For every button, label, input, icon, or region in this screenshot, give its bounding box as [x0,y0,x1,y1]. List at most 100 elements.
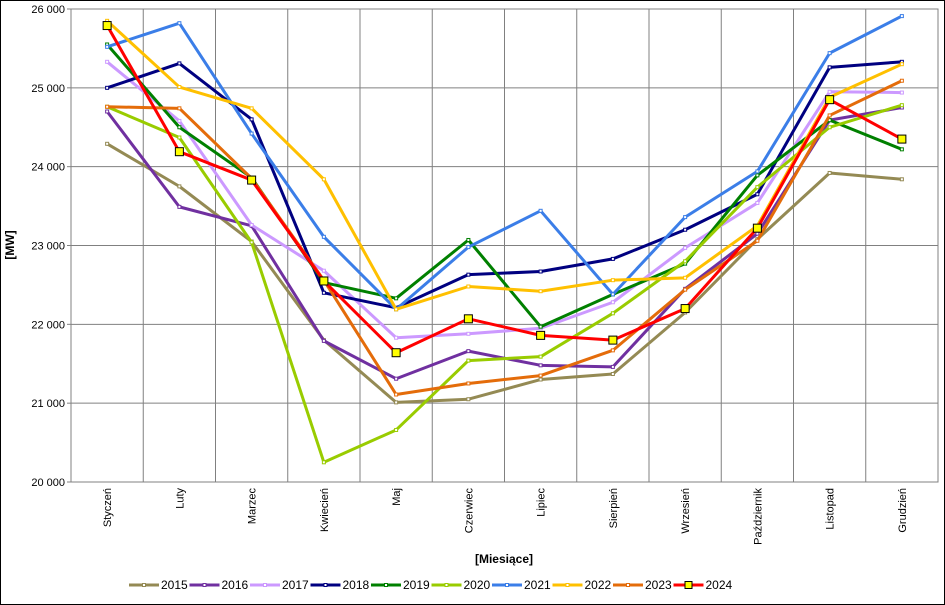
data-point [610,311,615,316]
data-point [394,376,399,381]
series-lines [102,14,907,465]
series-line [106,103,903,464]
data-point [249,131,254,136]
data-point [394,307,399,312]
legend-marker [444,583,449,587]
x-axis-ticks: Styczeń Luty Marzec Kwiecień Maj Czerwiec Lipi… [102,488,909,545]
data-point [177,118,182,123]
data-point [827,51,832,56]
data-point [466,358,471,363]
data-point [177,125,182,130]
series-2024 [102,21,907,358]
data-point [177,21,182,26]
y-tick-label: 21 000 [31,398,65,410]
data-point [177,106,182,111]
data-point [466,284,471,289]
data-point [683,245,688,250]
data-point [610,278,615,283]
data-point [827,89,832,94]
data-point [105,109,110,114]
data-point [610,300,615,305]
y-tick-label: 23 000 [31,241,65,253]
data-point [174,147,184,157]
x-axis-title: [Miesiące] [475,552,533,566]
legend-item-2016: 2016 [189,578,249,592]
data-point [394,427,399,432]
data-point [321,268,326,273]
data-point [249,117,254,122]
data-point [610,348,615,353]
data-point [319,276,329,286]
legend-label: 2017 [282,578,309,592]
legend-label: 2023 [645,578,672,592]
data-point [683,259,688,264]
series-line [106,60,902,340]
data-point [466,349,471,354]
legend-item-2018: 2018 [310,578,370,592]
data-point [899,14,904,19]
data-point [102,21,112,31]
data-point [680,304,690,314]
data-point [321,460,326,465]
data-point [610,371,615,376]
data-point [394,296,399,301]
data-point [538,354,543,359]
legend-marker [565,583,570,587]
data-point [610,256,615,261]
data-point [683,287,688,292]
data-point [538,269,543,274]
data-point [899,62,904,67]
series-2023 [105,78,904,397]
legend-marker [263,583,267,587]
data-point [827,65,832,70]
legend-label: 2016 [222,578,249,592]
data-point [538,208,543,213]
data-point [538,373,543,378]
data-point [538,324,543,329]
data-point [899,103,904,108]
data-point [321,338,326,343]
legend-item-2022: 2022 [552,578,612,592]
data-point [755,238,760,243]
data-point [321,234,326,239]
x-tick-label: Marzec [247,488,259,525]
data-point [105,59,110,64]
x-tick-label: Luty [174,488,186,509]
legend-label: 2018 [343,578,370,592]
data-point [466,331,471,336]
legend: 2015 2016 2017 2018 2019 2020 2021 2022 2023 2024 [129,578,733,592]
legend-marker [684,581,693,589]
legend-marker [323,583,328,587]
x-tick-label: Czerwiec [463,488,475,534]
legend-item-2017: 2017 [250,578,309,592]
data-point [466,381,471,386]
data-point [247,175,257,185]
series-line [106,14,903,311]
legend-marker [626,583,630,587]
x-tick-label: Listopad [825,488,837,530]
data-point [755,173,760,178]
data-point [466,397,471,402]
data-point [466,237,471,242]
data-point [105,44,110,49]
data-point [394,392,399,397]
legend-marker [384,583,388,587]
data-point [608,335,618,345]
y-tick-label: 25 000 [31,83,65,95]
data-point [827,170,832,175]
data-point [825,95,835,105]
data-point [177,135,182,140]
legend-item-2020: 2020 [431,578,491,592]
legend-label: 2022 [585,578,612,592]
data-point [610,292,615,297]
y-tick-label: 26 000 [31,4,65,16]
data-point [827,125,832,130]
data-point [755,200,760,205]
legend-item-2019: 2019 [371,578,430,592]
legend-marker [505,583,509,587]
legend-item-2023: 2023 [613,578,672,592]
data-point [321,177,326,182]
data-point [177,85,182,90]
data-point [899,177,904,182]
